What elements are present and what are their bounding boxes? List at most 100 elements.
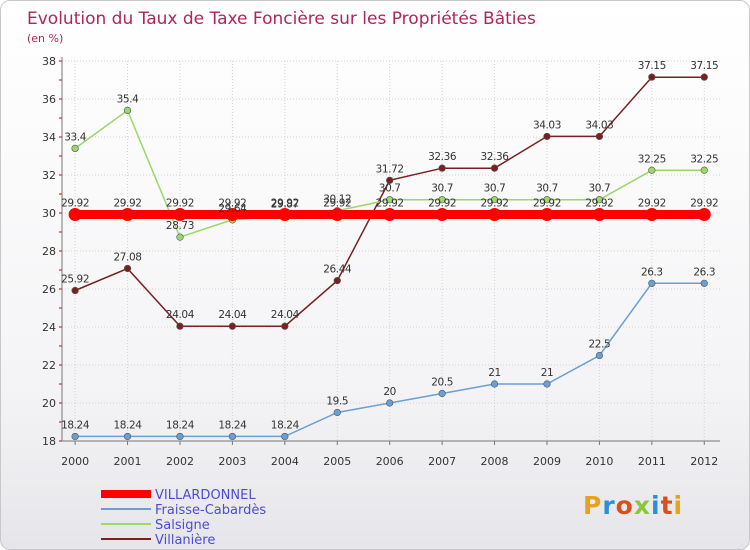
data-label: 21 xyxy=(541,367,554,379)
series-point xyxy=(225,208,239,222)
data-label: 19.5 xyxy=(326,396,348,408)
series-point xyxy=(648,166,656,174)
data-label: 24.04 xyxy=(271,309,300,321)
series-point xyxy=(543,132,551,141)
series-point xyxy=(435,208,449,222)
x-tick-label: 2008 xyxy=(481,455,509,468)
data-label: 37.15 xyxy=(690,60,718,72)
data-label: 29.92 xyxy=(114,198,142,210)
series-point xyxy=(333,408,341,417)
series-point xyxy=(386,196,394,204)
series-point xyxy=(176,233,184,241)
y-tick-label: 22 xyxy=(42,359,56,372)
data-label: 29.92 xyxy=(533,198,561,210)
series-point xyxy=(278,208,292,222)
series-point xyxy=(123,264,132,273)
data-label: 30.7 xyxy=(431,183,453,195)
x-tick-label: 2007 xyxy=(428,455,456,468)
x-tick-label: 2000 xyxy=(61,455,89,468)
series-point xyxy=(438,164,446,172)
legend-label: Villanière xyxy=(155,533,215,548)
data-label: 32.36 xyxy=(428,151,457,163)
data-label: 30.7 xyxy=(484,183,506,195)
logo-letter: t xyxy=(660,491,674,520)
chart-title: Evolution du Taux de Taxe Foncière sur l… xyxy=(27,9,536,29)
series-line xyxy=(75,282,705,438)
data-label: 26.3 xyxy=(693,266,715,278)
series-point xyxy=(700,279,708,287)
data-label: 29.92 xyxy=(638,198,666,210)
series-point xyxy=(543,380,551,388)
data-label: 31.72 xyxy=(376,163,404,175)
series-point xyxy=(281,322,289,330)
data-label: 32.36 xyxy=(481,151,510,163)
series-point xyxy=(333,277,341,285)
series-point xyxy=(490,196,499,204)
series-point xyxy=(228,322,236,330)
data-label: 34.03 xyxy=(533,119,561,131)
data-label: 18.24 xyxy=(114,419,143,431)
data-label: 28.73 xyxy=(166,220,194,232)
x-tick-label: 2012 xyxy=(690,455,718,468)
series-point xyxy=(540,208,554,222)
data-label: 32.25 xyxy=(638,153,666,165)
data-label: 29.92 xyxy=(428,198,456,210)
x-tick-label: 2009 xyxy=(533,455,561,468)
series-point xyxy=(386,399,394,407)
series-point xyxy=(71,432,79,441)
series-group xyxy=(68,73,711,441)
data-label: 22.5 xyxy=(589,339,611,351)
data-label: 29.92 xyxy=(323,198,351,210)
data-label: 29.92 xyxy=(61,198,89,210)
series-point xyxy=(123,432,132,441)
series-point xyxy=(543,196,551,204)
y-tick-label: 24 xyxy=(42,321,56,334)
data-label: 18.24 xyxy=(166,419,195,431)
series-point xyxy=(490,380,499,388)
grid xyxy=(62,60,720,442)
x-tick-label: 2004 xyxy=(271,455,299,468)
data-label: 29.92 xyxy=(271,198,299,210)
data-label: 29.64 xyxy=(218,203,247,215)
series-point xyxy=(488,208,502,222)
chart-subtitle: (en %) xyxy=(27,32,63,45)
data-label: 18.24 xyxy=(218,419,247,431)
series-point xyxy=(595,132,604,141)
data-label: 29.92 xyxy=(585,198,613,210)
series-point xyxy=(592,208,606,222)
logo-letter: P xyxy=(583,491,603,520)
legend: VILLARDONNELFraisse-CabardèsSalsigneVill… xyxy=(101,488,266,548)
data-label: 18.24 xyxy=(61,419,90,431)
data-label: 33.4 xyxy=(64,131,86,143)
data-label: 29.92 xyxy=(218,198,246,210)
x-tick-label: 2010 xyxy=(585,455,613,468)
data-label: 18.24 xyxy=(271,419,300,431)
series-point xyxy=(386,176,394,184)
logo-letter: i xyxy=(673,491,684,520)
series-point xyxy=(595,196,604,204)
legend-label: VILLARDONNEL xyxy=(155,488,256,503)
y-tick-label: 38 xyxy=(42,55,56,68)
series-point xyxy=(176,432,184,441)
axes: 18 20 22 24 26 28 30 32 34 36 38 2000 2001 2002 2003 20… xyxy=(42,55,720,468)
data-label: 20.5 xyxy=(431,377,453,389)
data-label: 25.92 xyxy=(61,274,89,286)
data-label: 35.4 xyxy=(117,93,139,105)
series-point xyxy=(438,196,446,204)
data-label: 37.15 xyxy=(638,60,666,72)
series-point xyxy=(700,73,708,81)
series-point xyxy=(71,286,79,295)
series-point xyxy=(68,208,82,222)
series-point xyxy=(595,351,604,360)
x-tick-label: 2005 xyxy=(323,455,351,468)
logo-letter: x xyxy=(633,491,651,520)
data-label: 29.92 xyxy=(376,198,404,210)
y-tick-label: 26 xyxy=(42,283,56,296)
data-label: 29.87 xyxy=(271,198,299,210)
data-label: 32.25 xyxy=(690,153,718,165)
x-tick-label: 2003 xyxy=(218,455,246,468)
data-label: 20 xyxy=(383,386,396,398)
series-point xyxy=(330,208,344,222)
logo-letter: i xyxy=(651,491,661,520)
